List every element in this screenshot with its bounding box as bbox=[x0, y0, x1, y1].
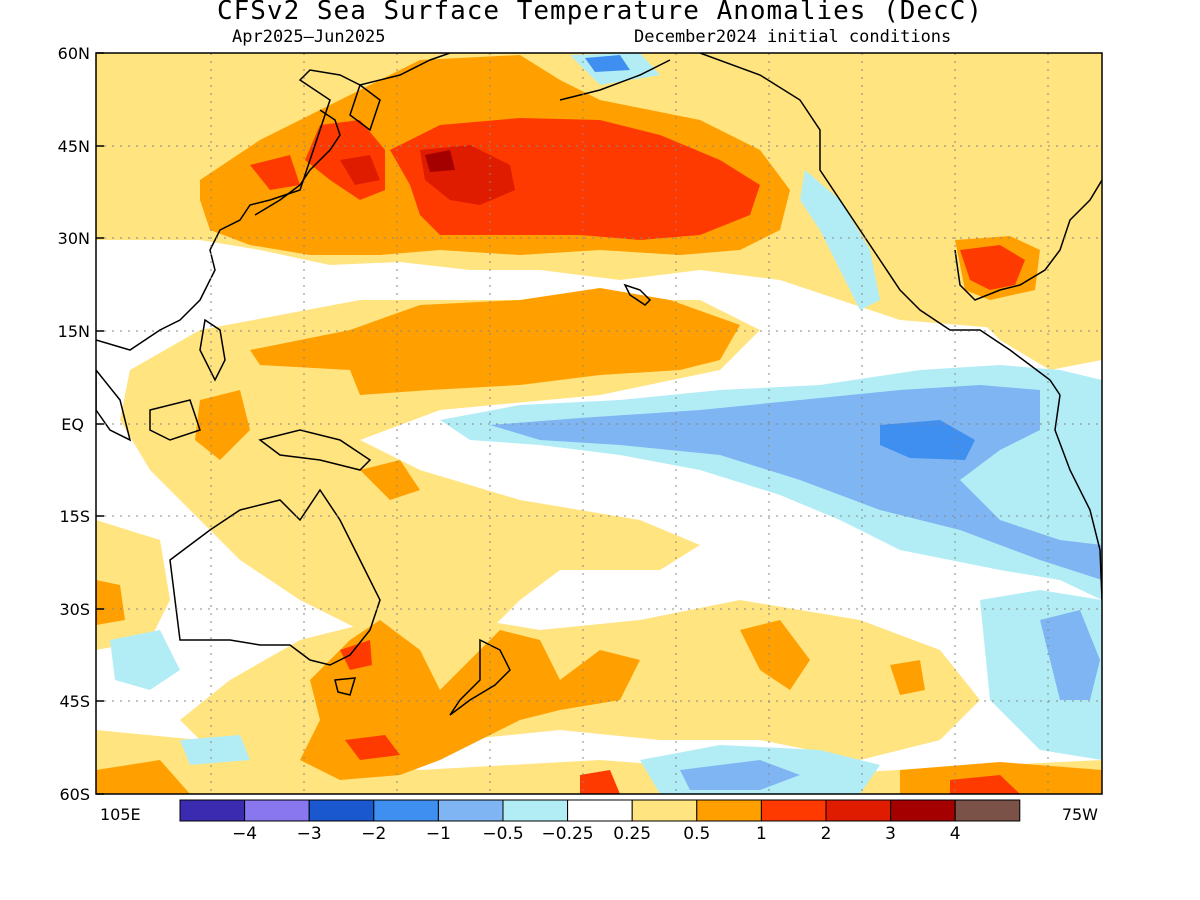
colorbar-label: −1 bbox=[426, 824, 451, 844]
colorbar-label: 0.5 bbox=[683, 824, 710, 844]
latitude-labels: 60N 45N 30N 15N EQ 15S 30S 45S 60S bbox=[58, 44, 90, 804]
colorbar-label: −2 bbox=[361, 824, 386, 844]
orange-southwest-coast bbox=[96, 580, 125, 625]
coast-asia bbox=[96, 53, 451, 351]
coast-sumatra bbox=[96, 368, 132, 442]
red-south-central bbox=[580, 770, 620, 794]
deepblue-north bbox=[585, 55, 630, 72]
colorbar-swatch bbox=[631, 799, 698, 822]
colorbar-swatch bbox=[373, 799, 439, 822]
colorbar-swatch bbox=[954, 799, 1021, 822]
colorbar-swatch bbox=[760, 799, 827, 822]
colorbar-label: 3 bbox=[885, 824, 896, 844]
red-north-pacific bbox=[390, 118, 760, 240]
lat-label-45n: 45N bbox=[58, 137, 90, 156]
lat-label-15n: 15N bbox=[58, 322, 90, 341]
blue-east-south bbox=[1040, 610, 1100, 700]
colorbar-label: −0.5 bbox=[482, 824, 523, 844]
map-title: CFSv2 Sea Surface Temperature Anomalies … bbox=[216, 0, 984, 26]
cool-california-current bbox=[800, 170, 880, 310]
red-south bbox=[345, 735, 400, 760]
colorbar-label: −3 bbox=[297, 824, 322, 844]
coast-borneo bbox=[149, 399, 201, 441]
colorbar-swatch bbox=[308, 799, 375, 822]
coast-north-america bbox=[699, 53, 1061, 396]
anomaly-field bbox=[96, 53, 1102, 794]
coast-philippines bbox=[199, 318, 226, 382]
colorbar-swatch bbox=[696, 799, 762, 822]
orange-east-dot bbox=[890, 660, 925, 695]
orange-far-south bbox=[96, 760, 190, 794]
cool-south-west-far bbox=[180, 735, 250, 765]
blue-south-band bbox=[680, 760, 800, 790]
orange-subtropical-band bbox=[250, 288, 740, 395]
red-southeast bbox=[950, 775, 1020, 794]
lon-label-left: 105E bbox=[100, 805, 141, 824]
colorbar-swatch bbox=[890, 799, 956, 822]
lat-label-60n: 60N bbox=[58, 44, 90, 63]
coastlines bbox=[96, 53, 1102, 716]
warm-zone-west-pacific bbox=[120, 300, 760, 640]
warm-zone-alaska bbox=[1000, 53, 1102, 120]
lat-label-15s: 15S bbox=[59, 507, 90, 526]
coast-japan bbox=[254, 109, 341, 216]
lat-label-60s: 60S bbox=[59, 785, 90, 804]
colorbar-swatch bbox=[244, 799, 310, 822]
colorbar-swatch bbox=[437, 799, 504, 822]
initial-conditions: December2024 initial conditions bbox=[634, 27, 952, 47]
lat-label-45s: 45S bbox=[59, 692, 90, 711]
colorbar-label: −4 bbox=[232, 824, 257, 844]
colorbar-label: 1 bbox=[756, 824, 767, 844]
coast-australia bbox=[169, 488, 381, 666]
colorbar-swatch bbox=[502, 799, 569, 822]
lat-label-eq: EQ bbox=[61, 415, 84, 434]
orange-south-central bbox=[740, 620, 810, 690]
coast-kamchatka bbox=[349, 83, 381, 132]
orange-solomon bbox=[360, 460, 420, 500]
colorbar-swatch bbox=[179, 799, 246, 822]
coast-new-guinea bbox=[258, 429, 372, 471]
latitude-ticks bbox=[96, 52, 104, 795]
cool-southwest bbox=[110, 630, 180, 690]
colorbar-label: 4 bbox=[950, 824, 961, 844]
darkred-japan bbox=[340, 155, 380, 185]
deepblue-equatorial bbox=[880, 420, 975, 460]
graticule bbox=[96, 53, 1102, 794]
colorbar: −4 −3 −2 −1 −0.5 −0.25 0.25 0.5 1 2 3 4 bbox=[179, 799, 1021, 844]
lon-label-right: 75W bbox=[1062, 805, 1098, 824]
orange-maritime bbox=[195, 390, 250, 460]
colorbar-swatch bbox=[825, 799, 892, 822]
darkred-core bbox=[425, 150, 455, 172]
lat-label-30s: 30S bbox=[59, 600, 90, 619]
red-tasman bbox=[340, 640, 372, 670]
coast-alaska-islands bbox=[559, 59, 671, 101]
colorbar-label: 2 bbox=[821, 824, 832, 844]
coast-gulf bbox=[954, 179, 1102, 301]
red-japan-sea bbox=[250, 155, 300, 190]
colorbar-swatch bbox=[567, 799, 633, 822]
colorbar-label: 0.25 bbox=[613, 824, 651, 844]
coast-south-america bbox=[1054, 394, 1102, 601]
coast-tasmania bbox=[334, 677, 357, 696]
colorbar-label: −0.25 bbox=[542, 824, 594, 844]
lat-label-30n: 30N bbox=[58, 229, 90, 248]
coast-new-zealand bbox=[449, 638, 511, 716]
coast-hawaii bbox=[623, 283, 652, 306]
forecast-period: Apr2025–Jun2025 bbox=[232, 27, 386, 47]
red-gulf-of-mexico bbox=[960, 245, 1025, 290]
